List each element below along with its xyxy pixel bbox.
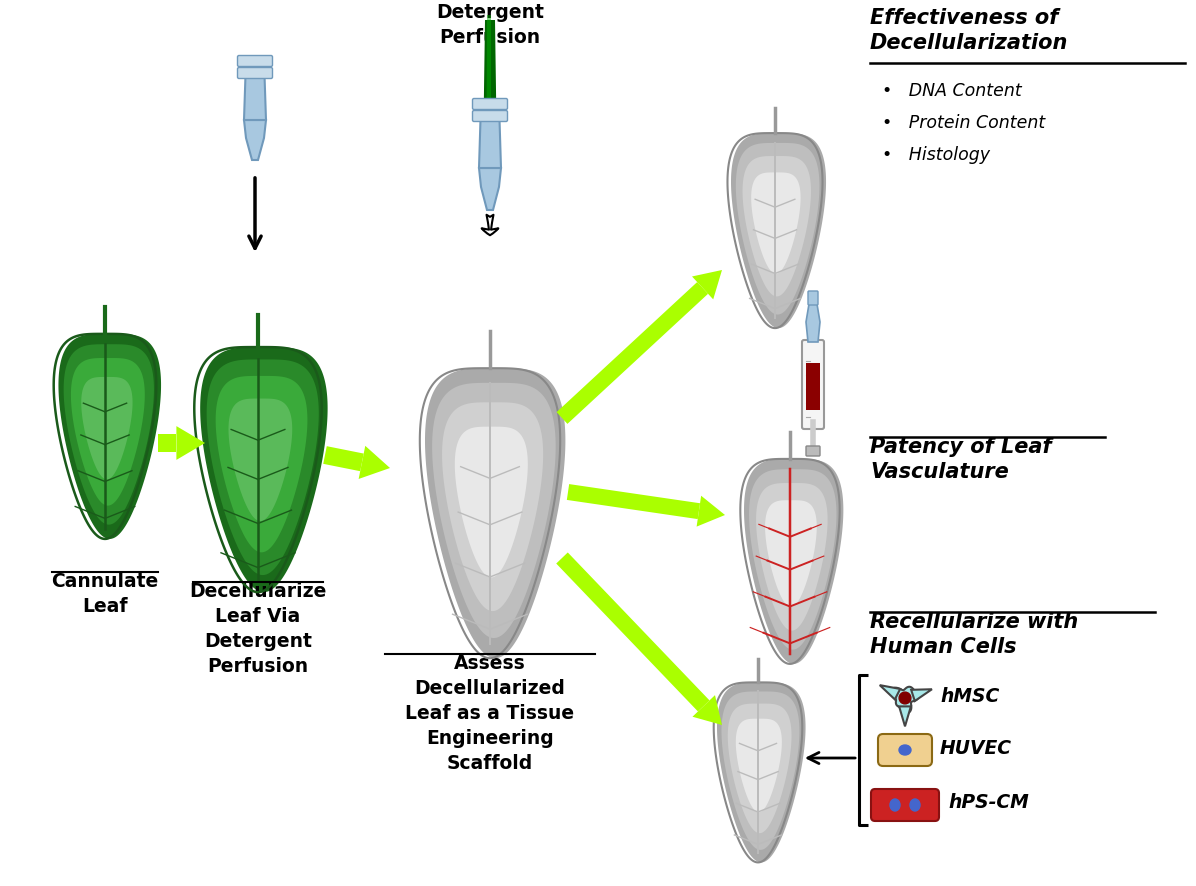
Polygon shape	[425, 369, 566, 658]
Polygon shape	[454, 427, 527, 578]
FancyBboxPatch shape	[803, 340, 824, 429]
Polygon shape	[692, 696, 722, 725]
Text: Decellularize
Leaf Via
Detergent
Perfusion: Decellularize Leaf Via Detergent Perfusi…	[189, 582, 327, 676]
Polygon shape	[81, 377, 133, 479]
Text: Patency of Leaf
Vasculature: Patency of Leaf Vasculature	[869, 437, 1051, 482]
Ellipse shape	[910, 799, 920, 811]
Circle shape	[899, 692, 911, 703]
Polygon shape	[487, 15, 492, 130]
Text: hPS-CM: hPS-CM	[948, 794, 1029, 812]
Text: Cannulate
Leaf: Cannulate Leaf	[51, 572, 159, 616]
Polygon shape	[176, 426, 205, 460]
Polygon shape	[244, 120, 266, 160]
FancyBboxPatch shape	[238, 67, 273, 79]
Polygon shape	[59, 334, 161, 539]
FancyBboxPatch shape	[472, 98, 507, 110]
Polygon shape	[736, 143, 819, 315]
Polygon shape	[480, 168, 501, 210]
Polygon shape	[207, 360, 319, 575]
FancyBboxPatch shape	[871, 789, 939, 821]
Polygon shape	[556, 553, 709, 711]
Polygon shape	[483, 20, 496, 125]
Polygon shape	[323, 447, 364, 471]
Polygon shape	[432, 383, 556, 638]
Polygon shape	[736, 719, 782, 812]
Polygon shape	[63, 345, 154, 525]
Polygon shape	[751, 173, 800, 274]
Text: •   Protein Content: • Protein Content	[881, 114, 1045, 132]
Polygon shape	[480, 103, 501, 168]
Text: Detergent
Perfusion: Detergent Perfusion	[437, 3, 544, 47]
Polygon shape	[727, 703, 792, 833]
Polygon shape	[567, 484, 700, 519]
Text: Effectiveness of
Decellularization: Effectiveness of Decellularization	[869, 8, 1068, 53]
Polygon shape	[899, 706, 911, 727]
Polygon shape	[749, 470, 836, 649]
Text: Assess
Decellularized
Leaf as a Tissue
Engineering
Scaffold: Assess Decellularized Leaf as a Tissue E…	[405, 654, 574, 773]
Polygon shape	[696, 496, 725, 526]
Polygon shape	[716, 682, 806, 862]
Polygon shape	[692, 270, 722, 299]
Text: •   DNA Content: • DNA Content	[881, 82, 1021, 100]
Text: •   Histology: • Histology	[881, 146, 990, 164]
Text: HUVEC: HUVEC	[940, 739, 1012, 758]
Polygon shape	[765, 501, 817, 607]
Polygon shape	[244, 60, 266, 120]
FancyBboxPatch shape	[808, 291, 818, 305]
Polygon shape	[200, 347, 328, 592]
FancyBboxPatch shape	[806, 363, 820, 410]
FancyBboxPatch shape	[806, 446, 820, 456]
Polygon shape	[158, 434, 176, 452]
Polygon shape	[756, 483, 828, 631]
FancyBboxPatch shape	[238, 56, 273, 66]
Polygon shape	[443, 402, 543, 611]
Polygon shape	[731, 133, 826, 328]
FancyBboxPatch shape	[878, 734, 932, 766]
Polygon shape	[891, 687, 919, 713]
Polygon shape	[911, 689, 932, 701]
Ellipse shape	[899, 745, 911, 755]
Text: Recellularize with
Human Cells: Recellularize with Human Cells	[869, 612, 1079, 657]
Ellipse shape	[890, 799, 901, 811]
Polygon shape	[880, 685, 901, 699]
Polygon shape	[71, 358, 145, 506]
Text: hMSC: hMSC	[940, 687, 999, 705]
Polygon shape	[743, 156, 811, 297]
FancyBboxPatch shape	[472, 111, 507, 121]
Polygon shape	[228, 399, 292, 521]
Polygon shape	[744, 459, 843, 664]
Polygon shape	[806, 304, 820, 342]
Polygon shape	[556, 282, 708, 424]
Polygon shape	[721, 691, 799, 850]
Polygon shape	[215, 376, 307, 552]
Polygon shape	[359, 446, 390, 479]
